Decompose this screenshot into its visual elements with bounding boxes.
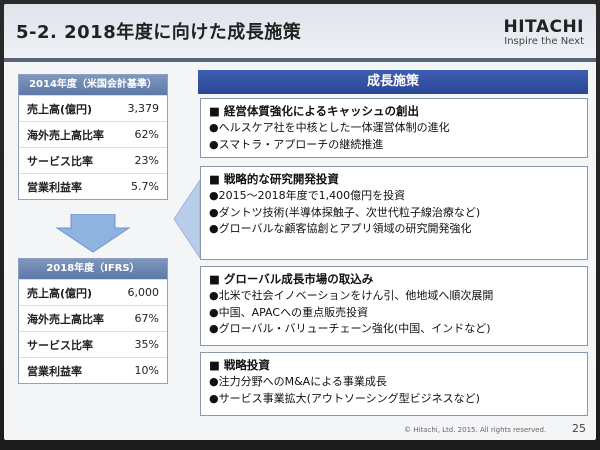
box-title: ■ 経営体質強化によるキャッシュの創出 [209, 104, 420, 118]
row-label: 海外売上高比率 [27, 128, 104, 142]
slide: 5-2. 2018年度に向けた成長施策 HITACHI Inspire the … [4, 4, 596, 440]
left-arrow-icon [173, 178, 201, 260]
panel-2018: 2018年度（IFRS） 売上高(億円) 6,000 海外売上高比率 67% サ… [18, 258, 168, 384]
box-title: ■ 戦略投資 [209, 358, 270, 372]
row-label: 売上高(億円) [27, 286, 93, 300]
title-bar: 5-2. 2018年度に向けた成長施策 HITACHI Inspire the … [4, 4, 596, 62]
bullet-item: ●ヘルスケア社を中核とした一体運営体制の進化 [209, 121, 450, 134]
measure-box: ■ グローバル成長市場の取込み ●北米で社会イノベーションをけん引、他地域へ順次… [200, 266, 588, 346]
down-arrow-icon [55, 214, 131, 253]
panel-heading: 2014年度（米国会計基準） [19, 75, 167, 95]
row-value: 62% [134, 128, 159, 141]
row-label: サービス比率 [27, 154, 93, 168]
bullet-item: ●2015～2018年度で1,400億円を投資 [209, 189, 406, 202]
brand-tagline: Inspire the Next [504, 36, 584, 47]
row-value: 6,000 [127, 286, 160, 299]
measure-box: ■ 経営体質強化によるキャッシュの創出 ●ヘルスケア社を中核とした一体運営体制の… [200, 98, 588, 158]
row-value: 10% [134, 364, 159, 377]
panel-heading: 2018年度（IFRS） [19, 259, 167, 279]
bullet-item: ●中国、APACへの重点販売投資 [209, 305, 369, 319]
copyright-text: © Hitachi, Ltd. 2015. All rights reserve… [404, 426, 547, 434]
row-label: 売上高(億円) [27, 102, 93, 116]
row-value: 5.7% [131, 180, 159, 193]
section-heading: 成長施策 [198, 70, 588, 94]
panel-row: 営業利益率 10% [19, 357, 167, 383]
brand-logo: HITACHI Inspire the Next [503, 17, 584, 47]
row-label: 営業利益率 [27, 180, 82, 194]
bullet-item: ●ダントツ技術(半導体探触子、次世代粒子線治療など) [209, 205, 481, 219]
row-value: 67% [134, 312, 159, 325]
bullet-item: ●スマトラ・アプローチの継続推進 [209, 137, 384, 151]
page-number: 25 [572, 422, 586, 435]
row-label: サービス比率 [27, 338, 93, 352]
panel-row: サービス比率 35% [19, 331, 167, 357]
row-value: 35% [134, 338, 159, 351]
row-label: 海外売上高比率 [27, 312, 104, 326]
bullet-item: ●グローバルな顧客協創とアプリ領域の研究開発強化 [209, 222, 472, 235]
row-value: 23% [134, 154, 159, 167]
measure-box: ■ 戦略投資 ●注力分野へのM&Aによる事業成長 ●サービス事業拡大(アウトソー… [200, 352, 588, 416]
panel-row: 営業利益率 5.7% [19, 173, 167, 199]
box-title: ■ グローバル成長市場の取込み [209, 272, 374, 286]
bullet-item: ●北米で社会イノベーションをけん引、他地域へ順次展開 [209, 289, 494, 302]
slide-title: 5-2. 2018年度に向けた成長施策 [16, 22, 302, 43]
bullet-item: ●グローバル・バリューチェーン強化(中国、インドなど) [209, 322, 491, 335]
panel-row: 海外売上高比率 62% [19, 121, 167, 147]
panel-row: 売上高(億円) 3,379 [19, 95, 167, 121]
box-title: ■ 戦略的な研究開発投資 [209, 172, 339, 186]
row-value: 3,379 [127, 102, 160, 115]
measure-box: ■ 戦略的な研究開発投資 ●2015～2018年度で1,400億円を投資 ●ダン… [200, 166, 588, 260]
row-label: 営業利益率 [27, 364, 82, 378]
panel-row: 海外売上高比率 67% [19, 305, 167, 331]
brand-name: HITACHI [503, 17, 584, 37]
bullet-item: ●注力分野へのM&Aによる事業成長 [209, 375, 387, 388]
bullet-item: ●サービス事業拡大(アウトソーシング型ビジネスなど) [209, 391, 480, 405]
panel-2014: 2014年度（米国会計基準） 売上高(億円) 3,379 海外売上高比率 62%… [18, 74, 168, 200]
panel-row: 売上高(億円) 6,000 [19, 279, 167, 305]
panel-row: サービス比率 23% [19, 147, 167, 173]
